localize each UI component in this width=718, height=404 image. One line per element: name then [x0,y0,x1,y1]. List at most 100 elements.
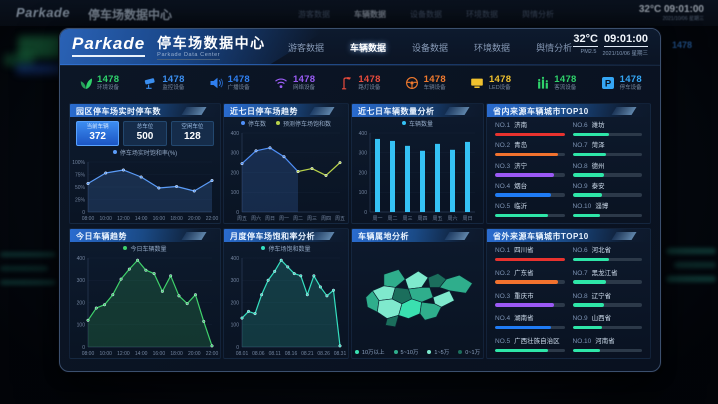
map-region [419,301,442,321]
legend-dot-icon [427,349,432,354]
nav-item-游客数据[interactable]: 游客数据 [288,42,325,53]
top10-item: NO.7 黑龙江省 [572,270,642,284]
legend-item: 停车数 [240,119,266,128]
svg-text:100: 100 [77,323,86,329]
rank-label: NO.3 [495,292,511,300]
rank-label: NO.4 [495,182,511,190]
svg-text:25%: 25% [75,197,86,203]
nav-item-设备数据[interactable]: 设备数据 [412,42,449,53]
top10-item: NO.9 泰安 [572,183,642,197]
background-smudge [18,36,64,58]
rank-bar-track [572,132,642,136]
background-header-bar [0,0,718,26]
background-stat-value: 1478 [671,40,692,50]
stat-value: 1478 [358,73,381,85]
top10-item: NO.7 菏泽 [572,142,642,157]
rank-label: NO.10 [572,203,592,210]
city-label: 济南 [514,122,528,129]
svg-text:08.16: 08.16 [285,351,298,357]
stat-value: 1478 [97,73,120,85]
main-nav: 游客数据 车辆数据 设备数据 环境数据 舆情分析 [288,29,572,65]
city-label: 烟台 [514,182,528,190]
realtime-box: 当前车辆 372 [76,121,120,146]
svg-text:200: 200 [77,300,86,306]
svg-text:22:00: 22:00 [206,351,219,357]
window-header: Parkade 停车场数据中心 Parkade Data Center 游客数据… [60,29,660,66]
box-value: 372 [89,131,106,143]
background-page-title: 停车场数据中心 [88,8,173,22]
svg-text:08.01: 08.01 [236,351,249,357]
top10-list-out: NO.1 四川省 NO.2 广东省 NO.3 重庆市 NO.4 湖南省 NO.5 广西壮族自治区 N… [487,242,650,358]
rank-bar-fill [572,132,609,136]
rank-bar-fill [495,152,558,157]
top10-list-in: NO.1 济南 NO.2 青岛 NO.3 济宁 NO.4 烟台 NO.5 临沂 NO.6 潍坊 NO.7… [487,117,650,223]
panel-title: 园区停车场实时停车数 [76,107,161,116]
city-label: 德州 [591,162,605,170]
rank-bar-fill [572,257,609,261]
panel-today-trend: 今日车辆趋势 今日车辆数量 0 100 200 300 400 08:00 10:00 12:… [69,228,221,359]
background-smudge [666,276,716,282]
panel-monthly-saturation: 月度停车场饱和率分析 停车场饱和数量 0 100 200 300 400 08.01 08.… [223,228,349,359]
legend-dot-icon [123,246,128,250]
saturation-line-chart: 0 25% 50% 75% 100% 08:00 10:00 12:00 14:00 16:00 1… [70,158,220,223]
rank-label: NO.2 [495,142,511,150]
rank-bar-fill [572,303,604,307]
chart-legend: 车辆数量 [352,117,483,129]
panel-weekly-trend: 近七日停车场趋势 停车数 预测停车场饱和数 0 100 200 300 400 周五 周六 周日… [223,103,349,224]
stat-label: 监控设备 [162,85,185,91]
stat-label: LED设备 [488,85,511,91]
device-stats-strip: 1478 环境设备 1478 监控设备 1478 广播设备 1478 网络设备 1478 路灯设备… [60,65,660,101]
people-flow-icon [535,76,550,91]
legend-dot-icon [354,349,359,354]
panel-title: 省外来源车辆城市TOP10 [493,232,589,241]
nav-item-舆情分析[interactable]: 舆情分析 [536,42,573,53]
legend-dot-icon [401,121,406,125]
map-legend-item: 0~1万 [458,348,480,356]
stat-value: 1478 [227,73,250,85]
top10-item: NO.3 济宁 [495,162,565,177]
map-legend-item: 5~10万 [393,348,418,356]
rank-bar-track [495,303,565,307]
rank-bar-fill [572,280,606,284]
stat-label: 环境设备 [97,85,120,91]
legend-item: 车辆数量 [401,119,433,128]
svg-text:0: 0 [236,345,239,351]
top10-item: NO.2 广东省 [495,270,565,284]
svg-text:100: 100 [231,190,240,196]
panel-weekly-count: 近七日车辆数量分析 车辆数量 0 100 200 300 400 周一 周二 周三 周四 周五 周六… [351,103,484,224]
background-smudge [4,54,34,66]
device-stat: 1478 环境设备 [78,73,120,92]
rank-bar-track [495,325,565,330]
city-label: 菏泽 [591,142,605,150]
top10-item: NO.8 德州 [572,162,642,177]
device-stat: 1478 客流设备 [535,74,576,92]
top10-item: NO.10 河南省 [572,338,642,352]
svg-text:周三: 周三 [307,216,317,222]
clock-time: 09:01:00 [603,33,648,47]
map-region [432,290,455,308]
nav-item-车辆数据[interactable]: 车辆数据 [350,42,387,53]
svg-text:周五: 周五 [335,216,345,222]
device-stat: 1478 网络设备 [274,74,315,92]
rank-bar-track [572,257,642,261]
svg-text:300: 300 [231,151,240,157]
rank-bar-fill [572,193,602,197]
led-screen-icon [470,76,485,91]
rank-bar-fill [572,325,602,330]
svg-text:100: 100 [359,190,368,196]
weather-clock: 32°C 09:01:00 PM2.5 2021/10/06 星期三 [573,33,648,57]
svg-text:22:00: 22:00 [206,216,219,222]
svg-text:08.26: 08.26 [317,351,330,357]
legend-item: 今日车辆数量 [123,244,167,253]
nav-item-环境数据[interactable]: 环境数据 [474,42,511,53]
rank-label: NO.3 [495,162,511,170]
panel-grid: 园区停车场实时停车数 当前车辆 372 总车位 500 空闲车位 128 停车场实时饱和率… [69,103,651,361]
camera-icon [143,76,158,91]
svg-text:10:00: 10:00 [99,351,112,357]
rank-bar-track [572,280,642,284]
svg-text:周四: 周四 [417,216,427,222]
box-label: 总车位 [136,123,154,130]
rank-label: NO.6 [572,122,588,129]
rank-bar-fill [572,152,606,157]
device-stat: 1478 LED设备 [470,74,511,92]
